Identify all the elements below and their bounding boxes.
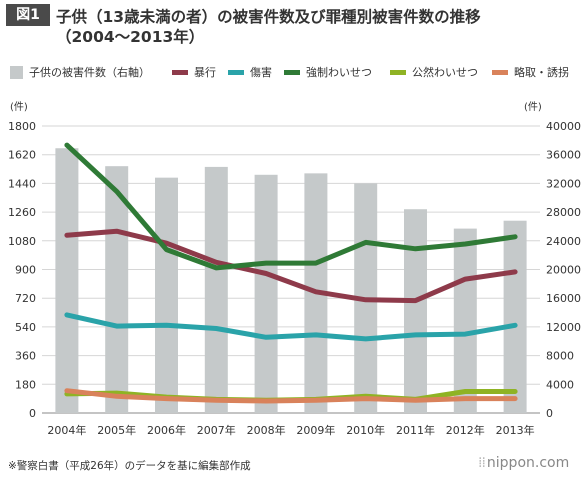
y-right-tick-label: 4000 (546, 378, 574, 391)
y-left-tick-label: 540 (15, 321, 36, 334)
bar-children-total (254, 174, 278, 413)
publisher-logo: ⁞⁞ nippon.com (478, 455, 569, 471)
x-tick-label: 2006年 (147, 423, 186, 437)
bar-children-total (453, 228, 477, 413)
legend-swatch-line (284, 69, 300, 75)
y-right-tick-label: 20000 (546, 264, 581, 277)
chart-title-line1: 子供（13歳未満の者）の被害件数及び罪種別被害件数の推移 (56, 8, 481, 26)
bar-children-total (404, 209, 427, 413)
figure-badge: 図1 (6, 4, 50, 26)
x-tick-label: 2011年 (396, 423, 435, 437)
chart-legend: 子供の被害件数（右軸） 暴行 傷害 強制わいせつ 公然わいせつ 略取・誘拐 (6, 62, 578, 82)
y-right-tick-label: 36000 (546, 149, 581, 162)
x-tick-label: 2013年 (496, 423, 535, 437)
bar-children-total (55, 148, 79, 413)
y-left-tick-label: 1080 (8, 235, 36, 248)
legend-swatch-line (390, 69, 406, 75)
y-left-tick-label: 1440 (8, 177, 36, 190)
legend-label: 強制わいせつ (306, 66, 372, 79)
bar-children-total (503, 220, 527, 413)
y-left-tick-label: 0 (29, 407, 36, 420)
legend-item-indecent-assault: 強制わいせつ (284, 62, 372, 82)
chart-title-line2: （2004〜2013年） (56, 28, 205, 46)
x-tick-label: 2008年 (247, 423, 286, 437)
y-right-tick-label: 16000 (546, 292, 581, 305)
y-right-tick-label: 32000 (546, 177, 581, 190)
legend-label: 子供の被害件数（右軸） (29, 66, 150, 79)
y-right-tick-label: 12000 (546, 321, 581, 334)
legend-item-injury: 傷害 (228, 62, 272, 82)
x-tick-label: 2007年 (197, 423, 236, 437)
y-left-tick-label: 1620 (8, 149, 36, 162)
legend-label: 略取・誘拐 (514, 66, 569, 79)
bar-children-total (105, 166, 129, 413)
y-right-unit-label: (件) (524, 101, 542, 113)
y-right-tick-label: 40000 (546, 120, 581, 133)
x-tick-label: 2005年 (97, 423, 136, 437)
y-right-tick-label: 24000 (546, 235, 581, 248)
legend-item-abduction: 略取・誘拐 (492, 62, 569, 82)
bar-children-total (155, 177, 178, 413)
series-line-1 (64, 312, 518, 342)
series-line-4 (64, 388, 518, 404)
logo-dots-icon: ⁞⁞ (478, 455, 486, 471)
y-left-tick-label: 180 (15, 378, 36, 391)
legend-item-children-total: 子供の被害件数（右軸） (10, 62, 150, 82)
y-left-tick-label: 360 (15, 350, 36, 363)
y-left-tick-label: 900 (15, 264, 36, 277)
y-left-tick-label: 1260 (8, 206, 36, 219)
y-left-tick-label: 1800 (8, 120, 36, 133)
bar-children-total (204, 166, 228, 413)
source-note: ※警察白書（平成26年）のデータを基に編集部作成 (8, 460, 251, 472)
y-left-tick-label: 720 (15, 292, 36, 305)
legend-swatch-line (492, 69, 508, 75)
series-line-2 (64, 142, 518, 271)
legend-label: 公然わいせつ (412, 66, 478, 79)
x-tick-label: 2012年 (446, 423, 485, 437)
x-tick-label: 2010年 (346, 423, 385, 437)
legend-label: 暴行 (194, 66, 216, 79)
y-right-tick-label: 8000 (546, 350, 574, 363)
x-tick-label: 2004年 (47, 423, 86, 437)
logo-text: nippon.com (486, 455, 570, 471)
series-line-0 (64, 228, 518, 304)
legend-item-assault: 暴行 (172, 62, 216, 82)
chart-header: 図1 子供（13歳未満の者）の被害件数及び罪種別被害件数の推移 （2004〜20… (6, 4, 578, 46)
legend-swatch-line (172, 69, 188, 75)
legend-item-public-indecency: 公然わいせつ (390, 62, 478, 82)
y-left-unit-label: (件) (10, 101, 28, 113)
x-tick-label: 2009年 (296, 423, 335, 437)
legend-swatch-bar (10, 65, 23, 79)
y-right-tick-label: 0 (546, 407, 553, 420)
legend-swatch-line (228, 69, 244, 75)
legend-label: 傷害 (250, 66, 272, 79)
y-right-tick-label: 28000 (546, 206, 581, 219)
